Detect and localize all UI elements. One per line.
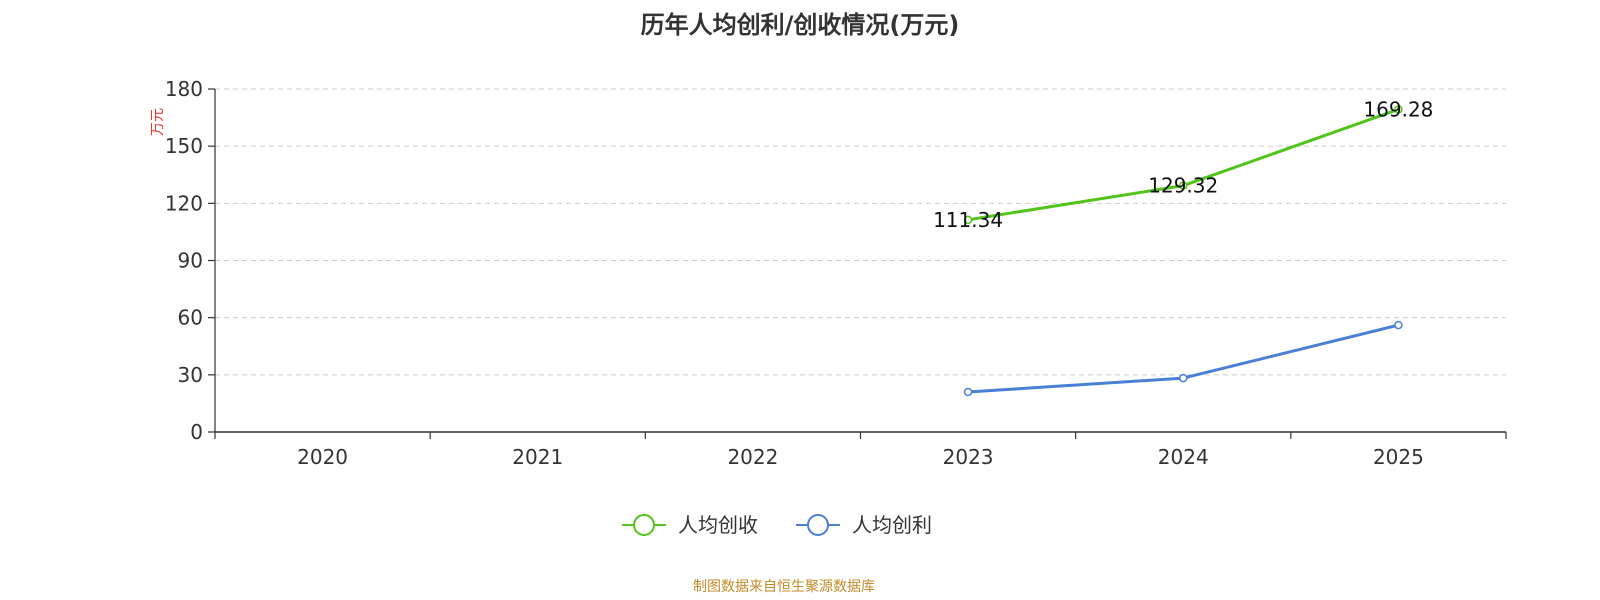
x-tick-label: 2023 bbox=[943, 445, 994, 469]
data-labels: 111.34 129.32 169.28 bbox=[933, 97, 1433, 231]
y-axis-label: 万元 bbox=[150, 108, 166, 136]
legend-marker-icon bbox=[633, 514, 655, 536]
x-tick-label: 2021 bbox=[512, 445, 563, 469]
series-layer bbox=[963, 105, 1403, 397]
y-tick-label: 0 bbox=[190, 420, 203, 444]
legend-item-0[interactable]: 人均创收 bbox=[622, 513, 758, 537]
y-tick-label: 30 bbox=[178, 363, 203, 387]
series-point[interactable] bbox=[963, 387, 973, 397]
y-tick-label: 180 bbox=[165, 77, 203, 101]
series-point[interactable] bbox=[963, 215, 973, 225]
grid-lines bbox=[215, 88, 1506, 376]
data-label: 129.32 bbox=[1148, 174, 1218, 198]
legend-marker-icon bbox=[807, 514, 829, 536]
source-note: 制图数据来自恒生聚源数据库 bbox=[693, 579, 875, 595]
legend-label: 人均创利 bbox=[852, 513, 932, 537]
x-tick-label: 2020 bbox=[297, 445, 348, 469]
legend-label: 人均创收 bbox=[678, 513, 758, 537]
x-tick-label: 2025 bbox=[1373, 445, 1424, 469]
y-tick-label: 120 bbox=[165, 191, 203, 215]
legend-item-1[interactable]: 人均创利 bbox=[796, 513, 932, 537]
axes: 0 30 60 90 120 150 180 2020 2021 2022 2023 2024 2025 bbox=[165, 77, 1507, 469]
legend[interactable]: 人均创收 人均创利 bbox=[622, 513, 932, 537]
y-tick-label: 150 bbox=[165, 134, 203, 158]
series-point[interactable] bbox=[1394, 105, 1403, 114]
series-point[interactable] bbox=[1179, 373, 1188, 383]
x-tick-label: 2024 bbox=[1158, 445, 1209, 469]
y-tick-label: 60 bbox=[178, 306, 203, 330]
x-tick-label: 2022 bbox=[727, 445, 778, 469]
data-label: 169.28 bbox=[1363, 97, 1433, 121]
series-point[interactable] bbox=[1179, 181, 1188, 190]
y-tick-label: 90 bbox=[178, 249, 203, 273]
data-label: 111.34 bbox=[933, 208, 1003, 232]
chart-title: 历年人均创利/创收情况(万元) bbox=[641, 11, 960, 39]
series-point[interactable] bbox=[1394, 320, 1403, 330]
